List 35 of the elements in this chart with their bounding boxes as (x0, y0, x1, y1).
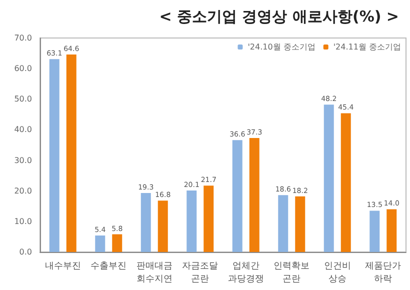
y-tick-label: 60.0 (14, 64, 32, 74)
y-tick-label: 70.0 (14, 34, 32, 42)
bar (324, 104, 334, 252)
x-tick-label: 제품단가 하락 (365, 262, 402, 284)
bar (249, 138, 260, 252)
bar (186, 190, 197, 252)
y-tick-label: 10.0 (14, 216, 32, 226)
bar (340, 113, 351, 252)
bar (158, 200, 168, 252)
y-tick-label: 50.0 (14, 94, 32, 104)
x-tick-label: 내수부진 (44, 262, 81, 272)
y-tick-label: 40.0 (14, 125, 32, 134)
bar (295, 196, 306, 252)
x-tick-label: 수출부진 (90, 262, 127, 272)
bar (204, 186, 214, 252)
y-tick-label: 30.0 (14, 156, 32, 165)
bar (140, 192, 151, 252)
x-tick-label: 자금조달 곤란 (182, 262, 218, 284)
bar (232, 140, 242, 252)
y-tick-label: 20.0 (14, 186, 32, 196)
bar (49, 59, 60, 252)
x-tick-label: 인건비 상승 (324, 262, 351, 284)
x-tick-label: 판매대금 회수지연 (136, 262, 172, 284)
bar (386, 209, 397, 252)
bar (278, 195, 288, 252)
bar (66, 54, 76, 252)
bar (370, 210, 380, 252)
legend-label: '24.11월 중소기업 (333, 42, 402, 52)
x-tick-label: 인력확보 곤란 (274, 262, 310, 284)
y-tick-label: 0.0 (19, 248, 32, 256)
x-tick-label: 업체간 과당경쟁 (228, 262, 264, 284)
legend-label: '24.10월 중소기업 (248, 42, 316, 52)
bar (112, 234, 122, 252)
bar (95, 235, 106, 252)
chart-title: < 중소기업 경영상 애로사항(%) > (159, 8, 399, 26)
